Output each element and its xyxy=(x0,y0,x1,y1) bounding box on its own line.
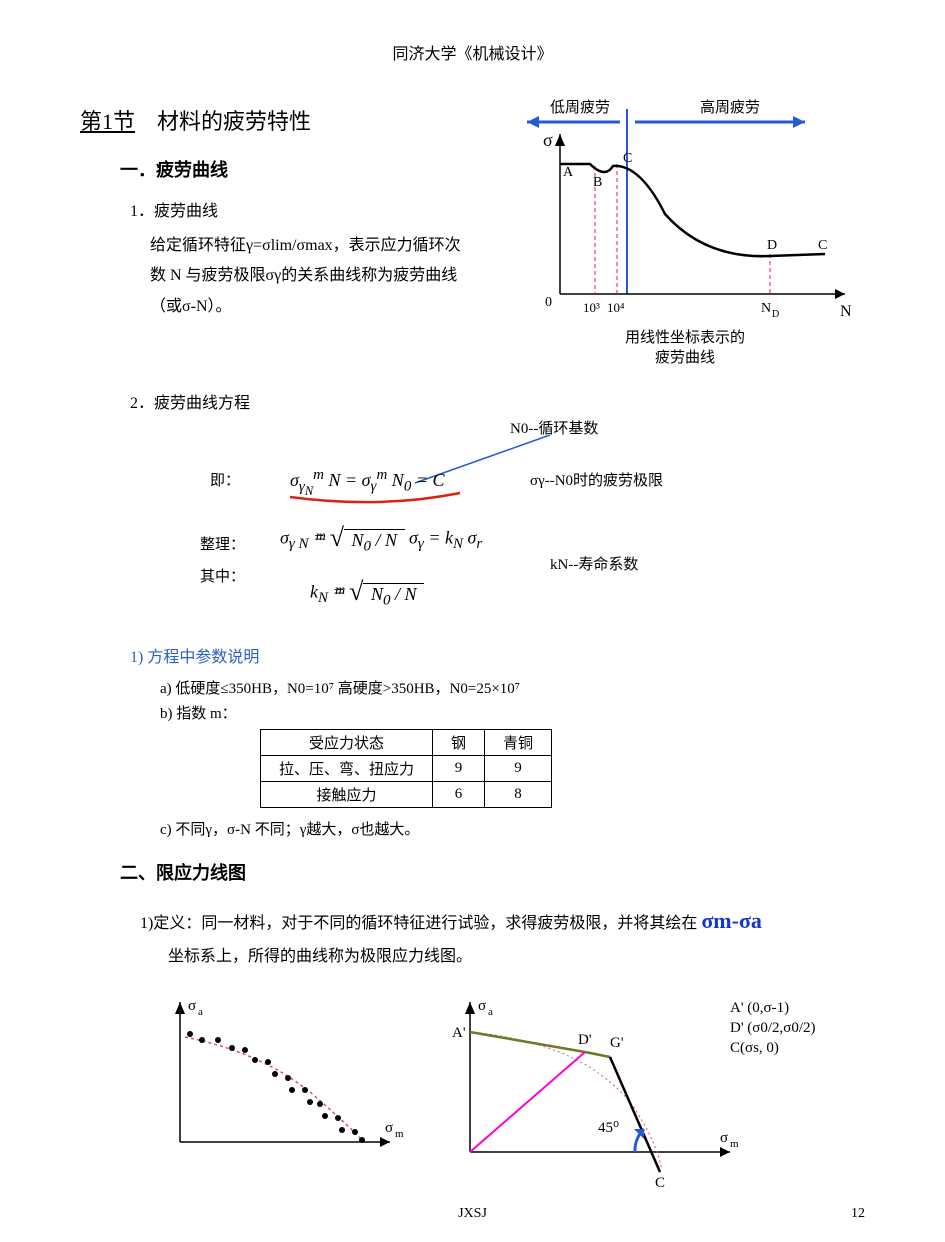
tick-1e4: 10⁴ xyxy=(607,300,625,315)
heading-2: 二、限应力线图 xyxy=(120,859,865,885)
footer-page: 12 xyxy=(851,1206,865,1222)
pt-C: C xyxy=(623,151,632,166)
page-header: 同济大学《机械设计》 xyxy=(80,40,865,64)
svg-text:σ: σ xyxy=(188,998,196,1014)
y-axis-label: σ xyxy=(543,130,553,150)
r1c2: 9 xyxy=(433,756,485,782)
angle-45: 45⁰ xyxy=(598,1120,619,1136)
param-a: a) 低硬度≤350HB，N0=10⁷ 高硬度>350HB，N0=25×10⁷ xyxy=(160,677,865,698)
definition: 1)定义：同一材料，对于不同的循环特征进行试验，求得疲劳极限，并将其绘在 σm-… xyxy=(140,900,865,972)
def-post: 坐标系上，所得的曲线称为极限应力线图。 xyxy=(168,948,472,965)
svg-text:N: N xyxy=(761,301,771,316)
r2c3: 8 xyxy=(485,782,552,808)
svg-text:m: m xyxy=(730,1138,739,1150)
item-1: 1．疲劳曲线 xyxy=(130,197,505,221)
th-steel: 钢 xyxy=(433,730,485,756)
limit-diagram-left: σa σm xyxy=(140,982,420,1182)
paragraph-1: 给定循环特征γ=σlim/σmax，表示应力循环次数 N 与疲劳极限σγ的关系曲… xyxy=(150,231,470,322)
sn-caption-2: 疲劳曲线 xyxy=(655,349,715,366)
svg-text:m: m xyxy=(395,1128,404,1140)
footer-code: JXSJ xyxy=(0,1206,945,1222)
param-b: b) 指数 m： xyxy=(160,702,865,723)
lbl-C: C xyxy=(655,1175,665,1191)
r1c3: 9 xyxy=(485,756,552,782)
svg-text:σ: σ xyxy=(478,998,486,1014)
param-c: c) 不同γ，σ-N 不同；γ越大，σ也越大。 xyxy=(160,818,865,839)
heading-1: 一．疲劳曲线 xyxy=(120,156,505,182)
svg-text:σ: σ xyxy=(720,1130,728,1146)
label-zl: 整理： xyxy=(200,533,245,554)
pt-C2: C xyxy=(818,238,827,253)
m-exponent-table: 受应力状态 钢 青铜 拉、压、弯、扭应力 9 9 接触应力 6 8 xyxy=(260,729,552,808)
page: 同济大学《机械设计》 第1节 材料的疲劳特性 一．疲劳曲线 1．疲劳曲线 给定循… xyxy=(0,0,945,1242)
svg-text:σ: σ xyxy=(385,1120,393,1136)
equation-block-2: 整理： σγ N = m √ N0 / N σγ = kN σr 其中： kN-… xyxy=(80,523,865,633)
high-cycle-label: 高周疲劳 xyxy=(700,99,760,116)
eq-1: σγNm N = σγm N0 = C xyxy=(290,467,444,499)
sn-caption-1: 用线性坐标表示的 xyxy=(625,329,745,346)
def-pre: 1)定义：同一材料，对于不同的循环特征进行试验，求得疲劳极限，并将其绘在 xyxy=(140,915,697,932)
item-2: 2．疲劳曲线方程 xyxy=(130,389,865,413)
limit-diagram-right: σa σm 45⁰ A' D' G' C A' (0,σ-1) D' (σ0/2… xyxy=(430,982,860,1202)
equation-block-1: N0--循环基数 即： σγNm N = σγm N0 = C σγ--N0时的… xyxy=(80,423,865,513)
lbl-D: D' xyxy=(578,1032,592,1048)
lbl-A: A' xyxy=(452,1025,466,1041)
anno-kN: kN--寿命系数 xyxy=(550,553,638,574)
label-ji: 即： xyxy=(210,469,240,490)
legend-C: C(σs, 0) xyxy=(730,1040,779,1056)
eq-3: kN = m √ N0 / N xyxy=(310,577,424,610)
r1c1: 拉、压、弯、扭应力 xyxy=(261,756,433,782)
section-prefix: 第1节 xyxy=(80,109,135,134)
r2c2: 6 xyxy=(433,782,485,808)
legend-A: A' (0,σ-1) xyxy=(730,1000,789,1016)
coord-system: σm-σa xyxy=(701,908,762,933)
pt-A: A xyxy=(563,165,574,180)
pt-B: B xyxy=(593,175,602,190)
sn-curve-diagram: 低周疲劳 高周疲劳 σ N 0 A B C D xyxy=(505,94,865,379)
params-title: 1) 方程中参数说明 xyxy=(130,643,865,667)
low-cycle-label: 低周疲劳 xyxy=(550,99,610,116)
x-axis-label: N xyxy=(840,303,852,320)
svg-text:D: D xyxy=(772,309,779,320)
svg-text:a: a xyxy=(198,1006,203,1018)
label-qz: 其中： xyxy=(200,565,245,586)
limit-diagrams-row: σa σm σa σm xyxy=(140,982,865,1202)
anno-sigma: σγ--N0时的疲劳极限 xyxy=(530,469,663,490)
th-bronze: 青铜 xyxy=(485,730,552,756)
th-state: 受应力状态 xyxy=(261,730,433,756)
lbl-G: G' xyxy=(610,1035,624,1051)
section-body: 材料的疲劳特性 xyxy=(157,109,311,134)
svg-text:a: a xyxy=(488,1006,493,1018)
eq-2: σγ N = m √ N0 / N σγ = kN σr xyxy=(280,523,482,556)
tick-1e3: 10³ xyxy=(583,300,600,315)
top-row: 第1节 材料的疲劳特性 一．疲劳曲线 1．疲劳曲线 给定循环特征γ=σlim/σ… xyxy=(80,94,865,379)
pt-D: D xyxy=(767,238,777,253)
legend-D: D' (σ0/2,σ0/2) xyxy=(730,1020,816,1036)
r2c1: 接触应力 xyxy=(261,782,433,808)
section-title: 第1节 材料的疲劳特性 xyxy=(80,104,505,136)
origin-label: 0 xyxy=(545,295,552,310)
